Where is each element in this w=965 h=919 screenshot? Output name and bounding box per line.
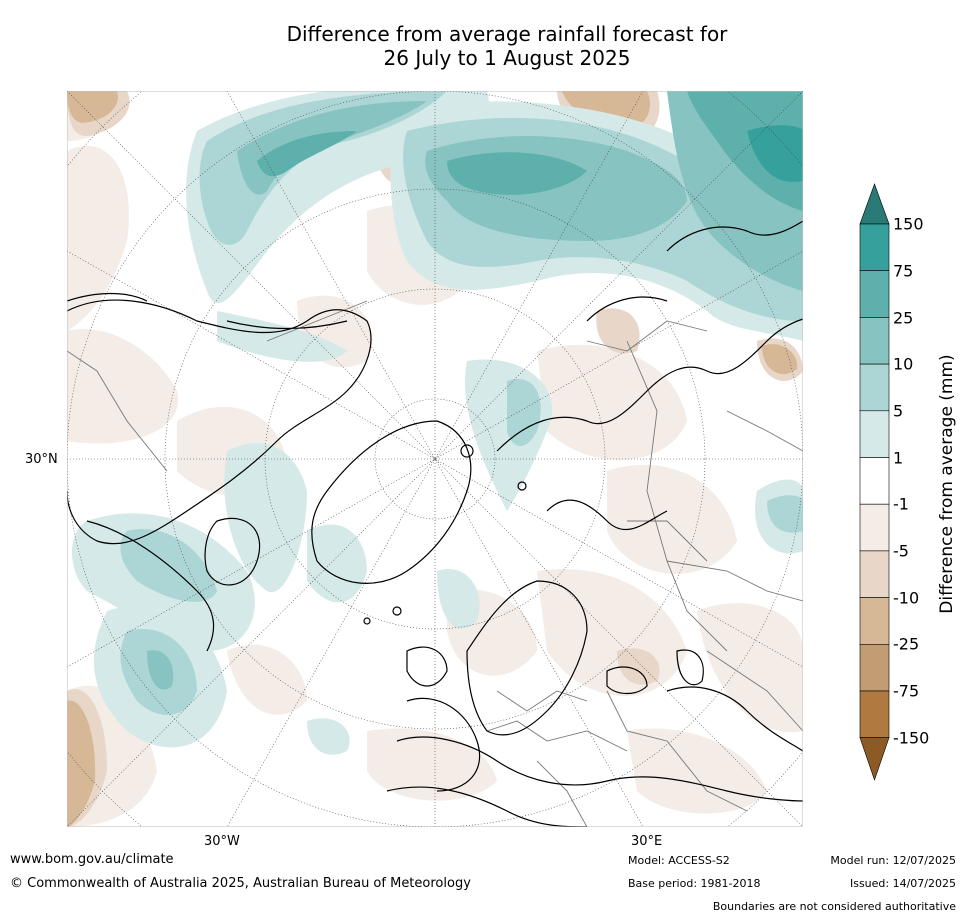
colorbar-band-10-25 [859, 317, 890, 365]
colorbar-band-5-10 [859, 363, 890, 412]
map-title-line-1: Difference from average rainfall forecas… [286, 22, 728, 46]
colorbar-band-m10-m25 [859, 597, 890, 645]
footer-model-run: Model run: 12/07/2025 [830, 854, 956, 867]
graticule [67, 91, 803, 827]
footer-disclaimer: Boundaries are not considered authoritat… [712, 900, 956, 913]
colorbar-max-arrow [859, 183, 890, 225]
colorbar-tick-10: 10 [893, 354, 914, 374]
colorbar-band-m75-m150 [859, 690, 890, 739]
wet-anomaly-very-strong [257, 91, 803, 211]
colorbar-tick-m1: -1 [893, 494, 909, 514]
colorbar-tick-5: 5 [893, 401, 904, 421]
label-30w: 30°W [204, 834, 240, 849]
wet-anomaly-extreme [747, 125, 803, 182]
country-boundaries [67, 300, 803, 827]
label-30n: 30°N [25, 452, 58, 467]
colorbar-band-m1-m5 [859, 503, 890, 552]
colorbar-band-m25-m75 [859, 643, 890, 692]
footer-model: Model: ACCESS-S2 [628, 854, 730, 867]
colorbar-tick-150: 150 [893, 214, 924, 234]
map-title-line-2: 26 July to 1 August 2025 [383, 46, 631, 70]
footer-base-period: Base period: 1981-2018 [628, 877, 761, 890]
coastlines [67, 220, 803, 827]
colorbar-tick-m10: -10 [893, 588, 920, 608]
colorbar-tick-m5: -5 [893, 541, 909, 561]
footer-copyright: © Commonwealth of Australia 2025, Austra… [10, 876, 471, 891]
rainfall-anomaly-map [67, 91, 803, 827]
colorbar-min-arrow [859, 737, 890, 781]
colorbar-band-25-75 [859, 270, 890, 318]
colorbar-band-1-5 [859, 410, 890, 458]
colorbar-band-75-150 [859, 223, 890, 272]
colorbar-band-neutral [859, 457, 890, 505]
label-30e: 30°E [631, 834, 663, 849]
colorbar-tick-m75: -75 [893, 681, 920, 701]
footer-issued: Issued: 14/07/2025 [849, 877, 956, 890]
map-border [67, 91, 803, 827]
colorbar-tick-m25: -25 [893, 634, 920, 654]
colorbar-tick-75: 75 [893, 261, 914, 281]
colorbar-band-m5-m10 [859, 550, 890, 598]
colorbar [859, 183, 890, 781]
colorbar-title: Difference from average (mm) [937, 354, 957, 614]
colorbar-tick-m150: -150 [893, 728, 930, 748]
colorbar-tick-25: 25 [893, 308, 914, 328]
colorbar-tick-1: 1 [893, 448, 904, 468]
footer-website-link[interactable]: www.bom.gov.au/climate [10, 852, 174, 867]
